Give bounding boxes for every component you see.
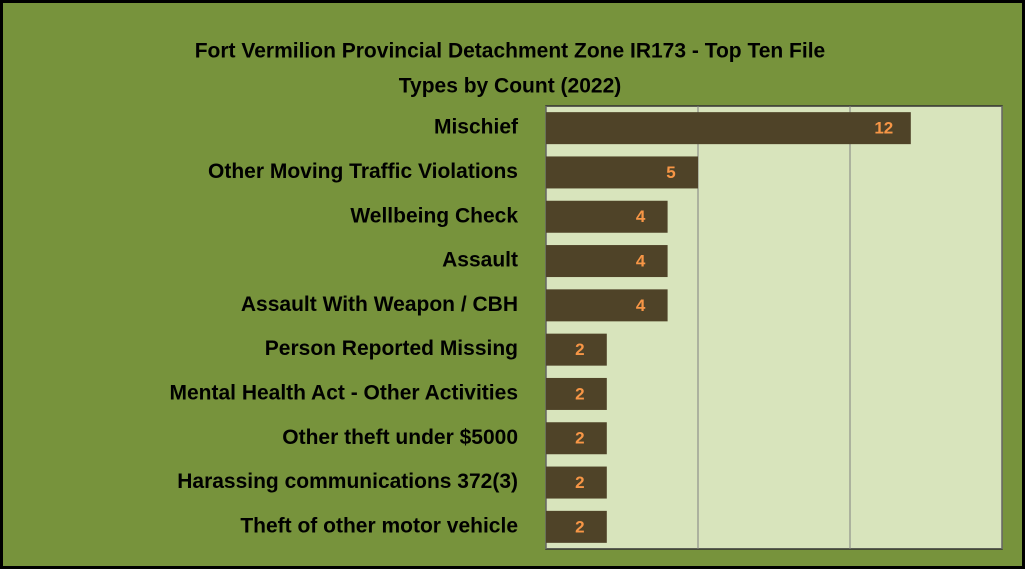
y-tick-label: Assault With Weapon / CBH — [241, 293, 518, 316]
chart-title: Types by Count (2022) — [399, 75, 622, 98]
y-tick-label: Other Moving Traffic Violations — [208, 160, 518, 183]
data-label: 5 — [666, 163, 675, 182]
y-tick-label: Harassing communications 372(3) — [177, 470, 518, 493]
data-label: 4 — [636, 207, 646, 226]
data-label: 12 — [874, 119, 893, 138]
data-label: 2 — [575, 517, 584, 536]
data-label: 2 — [575, 384, 584, 403]
bar — [546, 245, 668, 278]
bar — [546, 422, 607, 455]
y-tick-label: Other theft under $5000 — [282, 426, 518, 449]
bar — [546, 377, 607, 410]
bar — [546, 333, 607, 366]
chart-title: Fort Vermilion Provincial Detachment Zon… — [195, 40, 826, 63]
bar — [546, 289, 668, 322]
data-label: 2 — [575, 473, 584, 492]
bar — [546, 510, 607, 543]
bar — [546, 156, 698, 189]
bar — [546, 112, 911, 145]
data-label: 2 — [575, 340, 584, 359]
data-label: 2 — [575, 429, 584, 448]
data-label: 4 — [636, 296, 646, 315]
bar — [546, 466, 607, 499]
data-label: 4 — [636, 252, 646, 271]
y-tick-label: Theft of other motor vehicle — [240, 514, 518, 537]
y-tick-label: Person Reported Missing — [265, 337, 518, 360]
bar — [546, 200, 668, 233]
y-tick-label: Wellbeing Check — [350, 204, 518, 227]
y-tick-label: Mental Health Act - Other Activities — [169, 381, 518, 404]
y-tick-label: Assault — [442, 249, 518, 272]
y-tick-label: Mischief — [434, 116, 519, 139]
